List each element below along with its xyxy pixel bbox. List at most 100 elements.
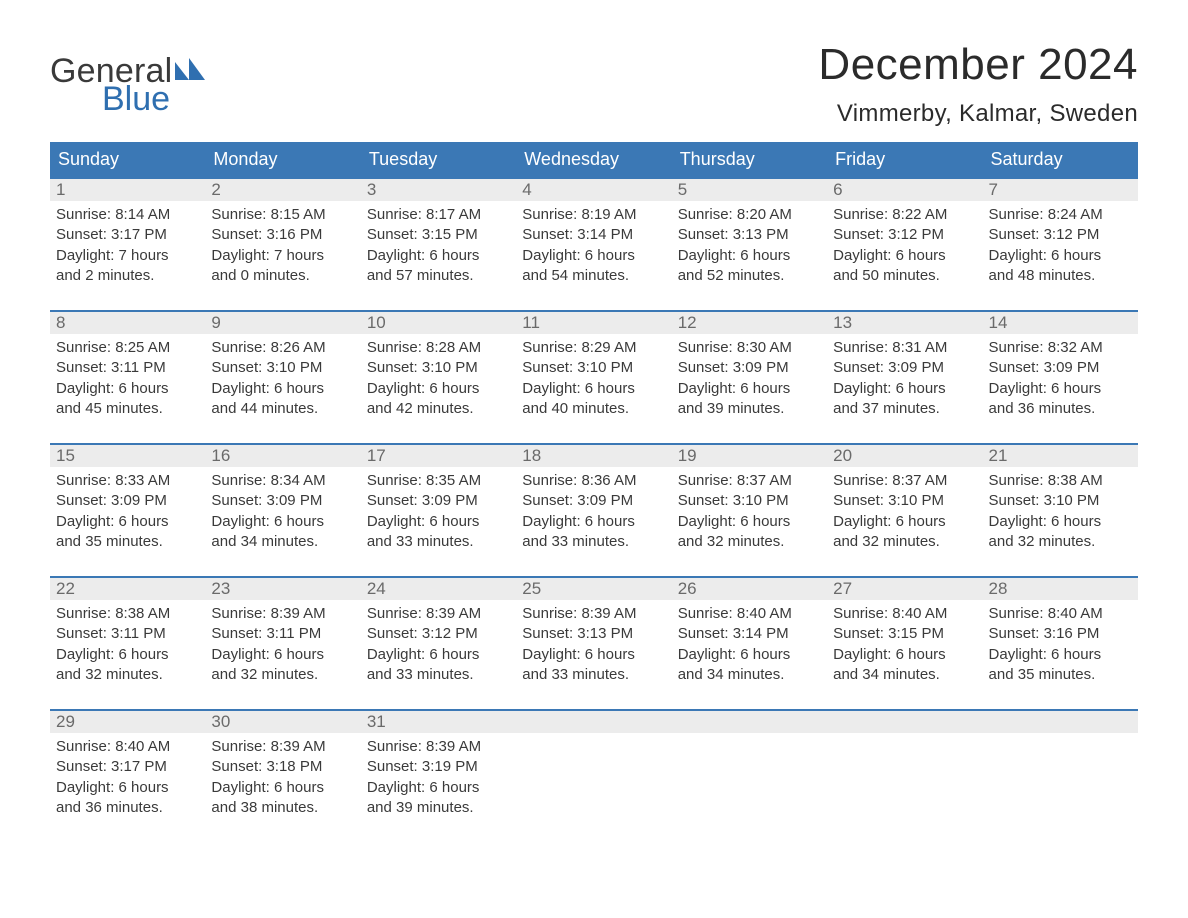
sunrise-line: Sunrise: 8:40 AM — [56, 737, 199, 757]
day-data-row: Sunrise: 8:38 AMSunset: 3:11 PMDaylight:… — [50, 600, 1138, 709]
day-number: 13 — [827, 312, 982, 334]
daylight-line-1: Daylight: 6 hours — [522, 379, 665, 399]
sunrise-line: Sunrise: 8:24 AM — [989, 205, 1132, 225]
sunrise-line: Sunrise: 8:33 AM — [56, 471, 199, 491]
day-cell: Sunrise: 8:40 AMSunset: 3:17 PMDaylight:… — [50, 733, 205, 842]
sunset-line: Sunset: 3:12 PM — [367, 624, 510, 644]
day-number — [827, 711, 982, 733]
daylight-line-1: Daylight: 6 hours — [367, 645, 510, 665]
daylight-line-2: and 52 minutes. — [678, 266, 821, 286]
daylight-line-2: and 32 minutes. — [989, 532, 1132, 552]
calendar-week: 891011121314Sunrise: 8:25 AMSunset: 3:11… — [50, 310, 1138, 443]
sunrise-line: Sunrise: 8:38 AM — [56, 604, 199, 624]
daylight-line-2: and 32 minutes. — [56, 665, 199, 685]
daylight-line-2: and 57 minutes. — [367, 266, 510, 286]
daylight-line-2: and 38 minutes. — [211, 798, 354, 818]
daylight-line-2: and 48 minutes. — [989, 266, 1132, 286]
day-number-row: 293031 — [50, 711, 1138, 733]
day-data-row: Sunrise: 8:25 AMSunset: 3:11 PMDaylight:… — [50, 334, 1138, 443]
daylight-line-2: and 33 minutes. — [367, 532, 510, 552]
daylight-line-1: Daylight: 6 hours — [367, 246, 510, 266]
day-number: 2 — [205, 179, 360, 201]
weekday-header: Thursday — [672, 142, 827, 177]
sunrise-line: Sunrise: 8:40 AM — [833, 604, 976, 624]
header-row: General Blue December 2024 Vimmerby, Kal… — [50, 40, 1138, 128]
daylight-line-2: and 36 minutes. — [989, 399, 1132, 419]
daylight-line-2: and 50 minutes. — [833, 266, 976, 286]
day-cell: Sunrise: 8:39 AMSunset: 3:18 PMDaylight:… — [205, 733, 360, 842]
weekday-header: Wednesday — [516, 142, 671, 177]
calendar: Sunday Monday Tuesday Wednesday Thursday… — [50, 142, 1138, 842]
daylight-line-1: Daylight: 6 hours — [989, 379, 1132, 399]
sunset-line: Sunset: 3:12 PM — [989, 225, 1132, 245]
day-number: 17 — [361, 445, 516, 467]
daylight-line-1: Daylight: 6 hours — [56, 645, 199, 665]
daylight-line-2: and 35 minutes. — [989, 665, 1132, 685]
day-number — [983, 711, 1138, 733]
sunset-line: Sunset: 3:09 PM — [211, 491, 354, 511]
title-block: December 2024 Vimmerby, Kalmar, Sweden — [818, 40, 1138, 128]
day-number — [516, 711, 671, 733]
sunrise-line: Sunrise: 8:38 AM — [989, 471, 1132, 491]
day-cell: Sunrise: 8:39 AMSunset: 3:13 PMDaylight:… — [516, 600, 671, 709]
day-cell: Sunrise: 8:14 AMSunset: 3:17 PMDaylight:… — [50, 201, 205, 310]
day-cell: Sunrise: 8:39 AMSunset: 3:19 PMDaylight:… — [361, 733, 516, 842]
empty-day-cell — [983, 733, 1138, 842]
daylight-line-1: Daylight: 6 hours — [211, 645, 354, 665]
sunset-line: Sunset: 3:10 PM — [522, 358, 665, 378]
day-cell: Sunrise: 8:31 AMSunset: 3:09 PMDaylight:… — [827, 334, 982, 443]
day-cell: Sunrise: 8:32 AMSunset: 3:09 PMDaylight:… — [983, 334, 1138, 443]
sunrise-line: Sunrise: 8:22 AM — [833, 205, 976, 225]
day-data-row: Sunrise: 8:40 AMSunset: 3:17 PMDaylight:… — [50, 733, 1138, 842]
day-number-row: 15161718192021 — [50, 445, 1138, 467]
sunset-line: Sunset: 3:10 PM — [211, 358, 354, 378]
day-cell: Sunrise: 8:30 AMSunset: 3:09 PMDaylight:… — [672, 334, 827, 443]
day-number: 18 — [516, 445, 671, 467]
calendar-week: 1234567Sunrise: 8:14 AMSunset: 3:17 PMDa… — [50, 177, 1138, 310]
sunrise-line: Sunrise: 8:19 AM — [522, 205, 665, 225]
day-cell: Sunrise: 8:22 AMSunset: 3:12 PMDaylight:… — [827, 201, 982, 310]
sunset-line: Sunset: 3:10 PM — [989, 491, 1132, 511]
day-number: 7 — [983, 179, 1138, 201]
daylight-line-2: and 33 minutes. — [522, 532, 665, 552]
daylight-line-1: Daylight: 6 hours — [522, 512, 665, 532]
weeks-container: 1234567Sunrise: 8:14 AMSunset: 3:17 PMDa… — [50, 177, 1138, 842]
day-number: 20 — [827, 445, 982, 467]
day-cell: Sunrise: 8:15 AMSunset: 3:16 PMDaylight:… — [205, 201, 360, 310]
day-cell: Sunrise: 8:35 AMSunset: 3:09 PMDaylight:… — [361, 467, 516, 576]
daylight-line-2: and 0 minutes. — [211, 266, 354, 286]
daylight-line-2: and 34 minutes. — [211, 532, 354, 552]
daylight-line-2: and 33 minutes. — [522, 665, 665, 685]
empty-day-cell — [516, 733, 671, 842]
day-number-row: 1234567 — [50, 179, 1138, 201]
empty-day-cell — [672, 733, 827, 842]
day-number: 4 — [516, 179, 671, 201]
day-number: 11 — [516, 312, 671, 334]
sunset-line: Sunset: 3:09 PM — [367, 491, 510, 511]
day-cell: Sunrise: 8:19 AMSunset: 3:14 PMDaylight:… — [516, 201, 671, 310]
logo-word-blue: Blue — [102, 82, 205, 116]
daylight-line-2: and 45 minutes. — [56, 399, 199, 419]
sunset-line: Sunset: 3:10 PM — [833, 491, 976, 511]
day-number: 10 — [361, 312, 516, 334]
day-number: 23 — [205, 578, 360, 600]
day-cell: Sunrise: 8:29 AMSunset: 3:10 PMDaylight:… — [516, 334, 671, 443]
day-cell: Sunrise: 8:36 AMSunset: 3:09 PMDaylight:… — [516, 467, 671, 576]
day-number: 29 — [50, 711, 205, 733]
day-number: 14 — [983, 312, 1138, 334]
day-cell: Sunrise: 8:38 AMSunset: 3:10 PMDaylight:… — [983, 467, 1138, 576]
sunset-line: Sunset: 3:19 PM — [367, 757, 510, 777]
daylight-line-2: and 40 minutes. — [522, 399, 665, 419]
day-cell: Sunrise: 8:40 AMSunset: 3:16 PMDaylight:… — [983, 600, 1138, 709]
page-title: December 2024 — [818, 40, 1138, 90]
calendar-page: General Blue December 2024 Vimmerby, Kal… — [0, 0, 1188, 862]
daylight-line-1: Daylight: 6 hours — [833, 512, 976, 532]
day-cell: Sunrise: 8:26 AMSunset: 3:10 PMDaylight:… — [205, 334, 360, 443]
daylight-line-1: Daylight: 6 hours — [989, 512, 1132, 532]
daylight-line-2: and 33 minutes. — [367, 665, 510, 685]
sunset-line: Sunset: 3:11 PM — [56, 624, 199, 644]
day-cell: Sunrise: 8:34 AMSunset: 3:09 PMDaylight:… — [205, 467, 360, 576]
sunset-line: Sunset: 3:15 PM — [367, 225, 510, 245]
sunset-line: Sunset: 3:16 PM — [211, 225, 354, 245]
sunset-line: Sunset: 3:10 PM — [678, 491, 821, 511]
